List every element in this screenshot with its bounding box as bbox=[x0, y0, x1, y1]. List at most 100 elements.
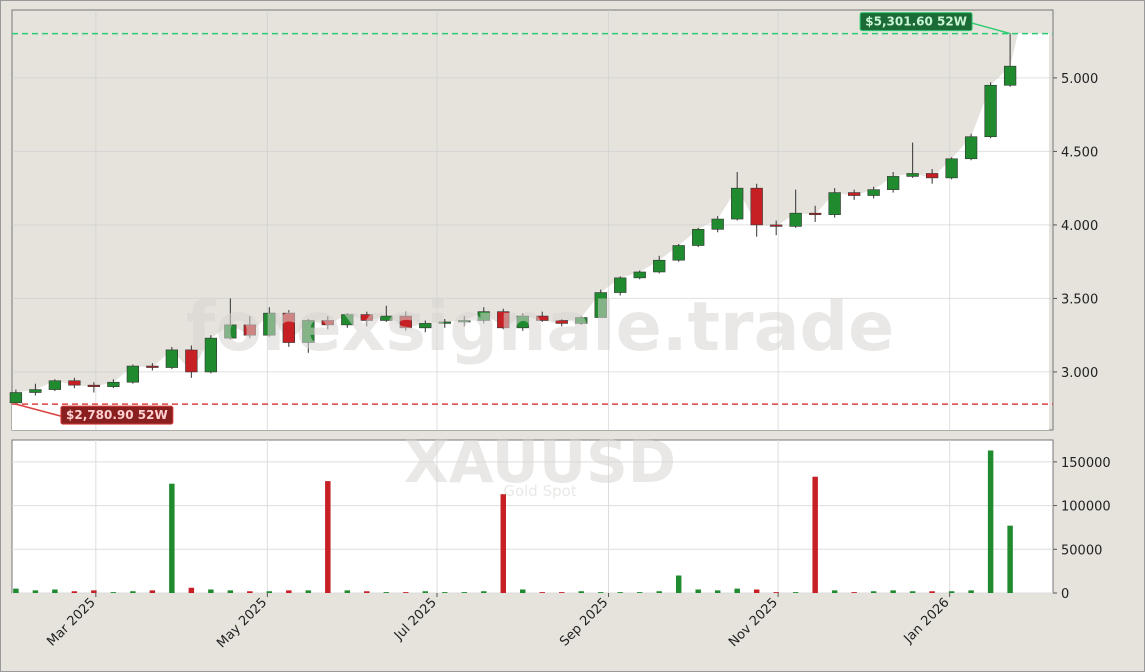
annotation-box bbox=[60, 405, 174, 425]
candle-body bbox=[555, 320, 568, 324]
candle-body bbox=[789, 212, 802, 227]
volume-bar bbox=[91, 590, 97, 593]
volume-bar bbox=[831, 590, 838, 593]
candle-body bbox=[536, 315, 549, 321]
volume-bar bbox=[753, 589, 760, 593]
candle-body bbox=[29, 389, 42, 393]
y-tick-label: 4.500 bbox=[1061, 145, 1098, 160]
candle-body bbox=[68, 380, 81, 386]
volume-bar bbox=[208, 589, 214, 593]
y-tick-label: 150000 bbox=[1061, 456, 1111, 471]
volume-bar bbox=[286, 590, 292, 593]
candle-body bbox=[750, 187, 763, 226]
y-tick-label: 50000 bbox=[1061, 543, 1102, 558]
candle-body bbox=[848, 192, 861, 196]
candle-body bbox=[360, 314, 373, 321]
y-tick-label: 100000 bbox=[1061, 500, 1111, 515]
volume-bar bbox=[227, 590, 234, 593]
volume-bar bbox=[344, 590, 351, 593]
volume-bar bbox=[792, 592, 799, 593]
volume-bar bbox=[266, 591, 273, 593]
y-tick-label: 4.000 bbox=[1061, 219, 1098, 234]
volume-bar bbox=[851, 592, 857, 593]
candle-body bbox=[575, 317, 588, 324]
candle-body bbox=[906, 173, 919, 177]
candle-body bbox=[828, 192, 841, 215]
volume-bar bbox=[539, 592, 545, 593]
candle-body bbox=[165, 349, 179, 368]
candle-body bbox=[243, 324, 256, 336]
candle-body bbox=[263, 312, 276, 336]
volume-bar bbox=[1007, 525, 1013, 593]
annotation-arrow bbox=[15, 403, 62, 417]
symbol-name: Gold Spot bbox=[503, 482, 576, 500]
candle-body bbox=[9, 392, 23, 404]
volume-bar bbox=[890, 590, 896, 593]
candle-body bbox=[594, 292, 607, 318]
volume-bar bbox=[617, 592, 623, 593]
candle-body bbox=[185, 349, 198, 373]
candle-body bbox=[809, 212, 822, 215]
volume-bar bbox=[948, 591, 955, 593]
watermark: forexsignale.trade bbox=[186, 288, 895, 367]
volume-bar bbox=[403, 592, 409, 593]
volume-bar bbox=[559, 592, 565, 593]
volume-bar bbox=[325, 481, 331, 593]
volume-bar bbox=[598, 592, 604, 593]
volume-bar bbox=[520, 589, 526, 593]
volume-bar bbox=[188, 587, 195, 593]
candle-body bbox=[984, 84, 997, 138]
volume-bar bbox=[71, 591, 78, 593]
volume-bar bbox=[987, 450, 994, 593]
candle-body bbox=[321, 320, 334, 326]
volume-panel bbox=[11, 439, 1054, 594]
volume-bar bbox=[13, 588, 19, 593]
layers: 3.000 3.500 4.000 4.500 5.000 0 50000 100000 150… bbox=[9, 10, 1111, 651]
volume-bar bbox=[422, 591, 429, 593]
candle-body bbox=[925, 173, 939, 179]
volume-bar bbox=[675, 575, 682, 593]
volume-bar bbox=[32, 590, 39, 593]
volume-bar bbox=[714, 590, 721, 593]
volume-bar bbox=[169, 483, 175, 593]
volume-bar bbox=[929, 591, 935, 593]
candle-body bbox=[458, 320, 471, 323]
candle-body bbox=[48, 380, 62, 390]
volume-bar bbox=[500, 494, 506, 593]
volume-bar bbox=[578, 591, 584, 593]
y-tick-label: 3.500 bbox=[1061, 292, 1098, 307]
annotation-label: $2,780.90 52W bbox=[66, 408, 168, 422]
volume-bar bbox=[364, 591, 370, 593]
candle-body bbox=[692, 229, 705, 246]
volume-bar bbox=[481, 591, 487, 593]
volume-bar bbox=[52, 589, 58, 593]
candle-body bbox=[146, 365, 159, 368]
annotation-arrow bbox=[969, 21, 1011, 35]
candle-body bbox=[886, 176, 900, 190]
y-tick-label: 3.000 bbox=[1061, 366, 1098, 381]
candle-body bbox=[282, 312, 295, 343]
volume-bar bbox=[383, 592, 390, 593]
candle-body bbox=[399, 315, 412, 329]
symbol-watermark: XAUUSD bbox=[404, 428, 676, 496]
candle-body bbox=[380, 315, 393, 321]
volume-bar bbox=[656, 591, 662, 593]
candle-body bbox=[672, 245, 685, 261]
volume-bar bbox=[110, 592, 117, 593]
candle-body bbox=[419, 323, 432, 329]
candle-body bbox=[341, 314, 354, 326]
candle-body bbox=[516, 315, 529, 329]
volume-bar bbox=[461, 592, 467, 593]
y-tick-label: 5.000 bbox=[1061, 72, 1098, 87]
volume-bar bbox=[636, 592, 643, 593]
candle-body bbox=[1003, 65, 1017, 86]
volume-bar bbox=[812, 476, 818, 593]
volume-bar bbox=[968, 590, 974, 593]
candle-body bbox=[633, 271, 646, 279]
candle-body bbox=[653, 259, 666, 273]
candle-body bbox=[87, 384, 101, 387]
candle-body bbox=[964, 136, 978, 160]
volume-bar bbox=[909, 591, 916, 593]
y-tick-label: 0 bbox=[1061, 587, 1069, 602]
